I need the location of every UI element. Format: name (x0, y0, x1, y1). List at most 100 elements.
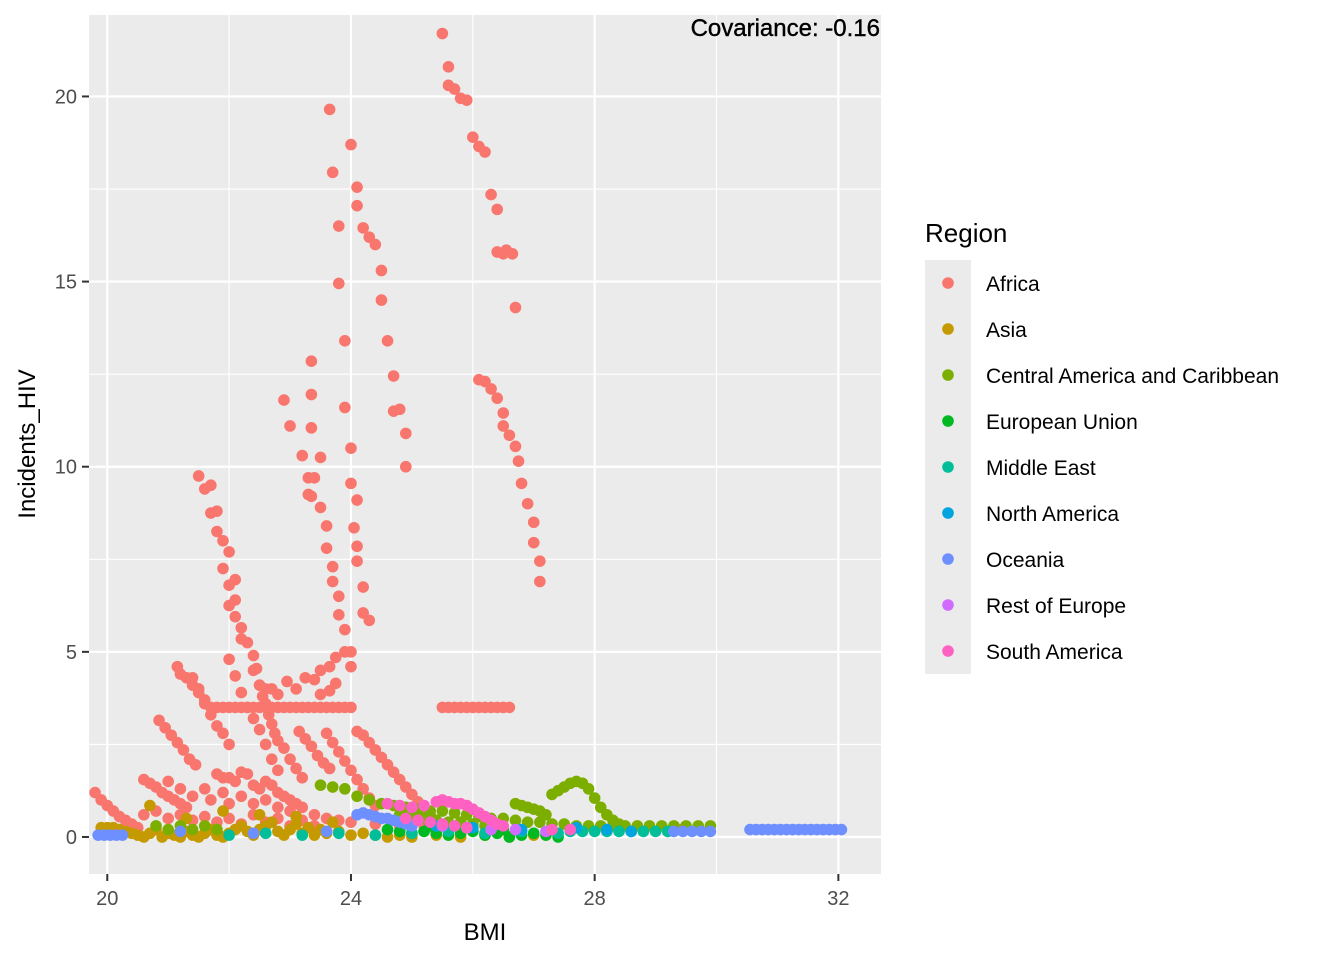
point-asia (357, 827, 369, 840)
point-africa (332, 746, 345, 758)
point-africa (314, 451, 327, 464)
point-africa (198, 810, 211, 823)
point-africa (351, 555, 363, 567)
legend-label-north-america: North America (986, 503, 1119, 526)
point-africa (229, 670, 242, 682)
point-asia (290, 810, 302, 823)
point-africa (400, 427, 412, 440)
point-africa (339, 623, 351, 636)
point-africa (211, 505, 223, 517)
point-africa (205, 794, 217, 806)
data-points (89, 27, 848, 843)
y-axis: 0 5 10 15 20 (55, 86, 89, 849)
point-africa (479, 146, 491, 158)
point-south-america (393, 799, 406, 812)
point-central-america-and-caribbean (198, 820, 211, 832)
point-africa (345, 442, 357, 455)
point-africa (229, 610, 242, 623)
point-africa (296, 449, 309, 462)
point-africa (387, 370, 400, 382)
point-central-america-and-caribbean (326, 781, 339, 793)
legend-key-central-america-and-caribbean (942, 369, 954, 381)
point-africa (491, 203, 503, 216)
point-middle-east (369, 829, 382, 841)
point-central-america-and-caribbean (509, 814, 522, 827)
point-africa (485, 383, 497, 395)
point-middle-east (649, 825, 662, 838)
point-oceania (835, 823, 848, 836)
point-north-america (625, 825, 638, 838)
point-africa (503, 429, 516, 442)
point-africa (290, 683, 302, 695)
point-south-america (448, 820, 461, 832)
legend-label-africa: Africa (986, 273, 1040, 296)
point-africa (265, 753, 278, 766)
point-africa (326, 560, 339, 573)
point-africa (305, 740, 318, 753)
point-africa (442, 61, 455, 73)
point-africa (305, 422, 318, 434)
point-africa (339, 335, 351, 347)
point-africa (235, 686, 248, 699)
point-africa (332, 277, 345, 290)
point-africa (259, 794, 272, 806)
point-africa (211, 525, 223, 538)
point-asia (345, 829, 357, 841)
point-africa (189, 758, 202, 771)
x-tick-label: 28 (584, 888, 606, 910)
point-africa (436, 27, 449, 40)
legend-key-european-union (942, 415, 954, 427)
point-africa (308, 808, 321, 821)
point-central-america-and-caribbean (150, 820, 162, 832)
legend-items: Africa Asia Central America and Caribbean E… (942, 273, 1279, 664)
point-south-america (418, 799, 430, 812)
point-south-america (424, 816, 436, 828)
point-africa (381, 335, 394, 347)
point-central-america-and-caribbean (186, 823, 199, 836)
point-africa (506, 248, 519, 260)
point-africa (217, 534, 229, 547)
point-africa (272, 688, 284, 701)
point-rest-of-europe (509, 823, 522, 836)
point-africa (521, 497, 534, 510)
plot-panel (89, 15, 881, 874)
point-africa (393, 403, 406, 416)
point-africa (323, 762, 336, 775)
covariance-annotation: Covariance: -0.16 (691, 15, 880, 42)
legend-label-central-america-and-caribbean: Central America and Caribbean (986, 365, 1279, 388)
point-africa (326, 736, 339, 749)
point-africa (320, 520, 333, 532)
legend-title: Region (925, 218, 1007, 248)
point-africa (229, 775, 242, 788)
point-africa (198, 697, 211, 710)
point-africa (305, 490, 318, 503)
point-africa (345, 701, 357, 714)
point-oceania (174, 825, 187, 838)
point-africa (205, 708, 217, 721)
legend-key-africa (942, 277, 954, 289)
legend-label-middle-east: Middle East (986, 457, 1096, 480)
point-africa (345, 660, 357, 673)
point-oceania (320, 825, 333, 838)
point-africa (345, 138, 357, 151)
point-africa (497, 420, 510, 432)
point-africa (223, 738, 235, 751)
point-africa (259, 738, 272, 751)
legend-label-asia: Asia (986, 319, 1027, 342)
point-asia (217, 805, 229, 817)
point-africa (247, 649, 260, 662)
point-africa (305, 355, 318, 367)
point-africa (534, 555, 546, 567)
point-africa (515, 477, 528, 490)
point-africa (272, 801, 284, 814)
point-africa (534, 575, 546, 588)
point-africa (400, 460, 412, 473)
point-africa (296, 801, 309, 814)
point-central-america-and-caribbean (363, 794, 376, 806)
point-middle-east (613, 825, 625, 838)
legend-key-north-america (942, 507, 954, 519)
point-africa (229, 573, 242, 586)
point-africa (162, 812, 174, 825)
legend-key-south-america (942, 645, 954, 657)
point-africa (247, 712, 260, 725)
